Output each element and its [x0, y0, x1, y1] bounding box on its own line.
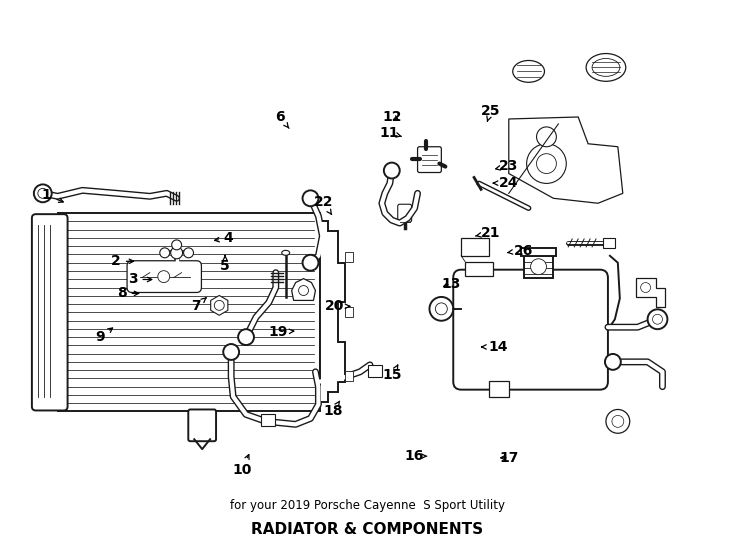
- Text: 16: 16: [404, 449, 427, 463]
- Circle shape: [302, 255, 319, 271]
- Circle shape: [158, 271, 170, 282]
- Text: 21: 21: [476, 226, 501, 240]
- Text: 15: 15: [382, 365, 402, 382]
- Bar: [461, 238, 489, 256]
- Circle shape: [641, 282, 650, 293]
- Circle shape: [605, 354, 621, 370]
- Text: 20: 20: [324, 299, 350, 313]
- Circle shape: [531, 259, 546, 275]
- Circle shape: [435, 303, 447, 315]
- Text: 25: 25: [481, 104, 501, 122]
- Bar: [489, 381, 509, 396]
- Circle shape: [647, 309, 667, 329]
- Text: 13: 13: [441, 277, 460, 291]
- Ellipse shape: [282, 251, 290, 255]
- Polygon shape: [291, 279, 316, 300]
- Text: for your 2019 Porsche Cayenne  S Sport Utility: for your 2019 Porsche Cayenne S Sport Ut…: [230, 499, 504, 512]
- FancyBboxPatch shape: [32, 214, 68, 410]
- Circle shape: [537, 127, 556, 147]
- Circle shape: [606, 409, 630, 433]
- Ellipse shape: [586, 53, 626, 82]
- Bar: [465, 262, 493, 275]
- Polygon shape: [509, 117, 623, 203]
- Text: 22: 22: [313, 195, 333, 214]
- Text: 11: 11: [379, 126, 401, 140]
- Text: 14: 14: [482, 340, 508, 354]
- Text: 12: 12: [382, 110, 402, 124]
- FancyBboxPatch shape: [454, 269, 608, 390]
- FancyBboxPatch shape: [398, 204, 412, 222]
- Bar: [345, 371, 353, 381]
- Text: 26: 26: [508, 244, 533, 258]
- Circle shape: [223, 344, 239, 360]
- Circle shape: [537, 154, 556, 173]
- Bar: [603, 238, 615, 248]
- Text: 19: 19: [269, 325, 294, 339]
- Text: 10: 10: [232, 455, 252, 477]
- Bar: [261, 414, 275, 427]
- Text: 2: 2: [111, 254, 134, 268]
- Circle shape: [429, 297, 454, 321]
- Bar: [345, 307, 353, 318]
- FancyBboxPatch shape: [189, 409, 216, 441]
- Text: 7: 7: [191, 298, 206, 313]
- Bar: [345, 252, 353, 262]
- Circle shape: [526, 144, 567, 184]
- Circle shape: [612, 415, 624, 427]
- Text: 6: 6: [275, 110, 289, 129]
- Text: 24: 24: [493, 176, 519, 190]
- Ellipse shape: [592, 58, 619, 76]
- FancyBboxPatch shape: [418, 147, 441, 172]
- Circle shape: [302, 191, 319, 206]
- Text: 18: 18: [323, 401, 343, 418]
- Text: 4: 4: [214, 231, 233, 245]
- Text: 17: 17: [499, 451, 519, 465]
- Polygon shape: [636, 278, 666, 307]
- Text: 23: 23: [495, 159, 519, 173]
- Circle shape: [299, 286, 308, 295]
- FancyBboxPatch shape: [127, 261, 201, 293]
- Circle shape: [34, 185, 51, 202]
- Circle shape: [38, 188, 48, 198]
- Circle shape: [214, 300, 224, 310]
- Circle shape: [171, 247, 183, 259]
- Circle shape: [184, 248, 194, 258]
- Text: 3: 3: [128, 273, 152, 287]
- Bar: [520, 248, 556, 256]
- Text: 1: 1: [42, 188, 63, 202]
- Text: 8: 8: [117, 286, 139, 300]
- Circle shape: [384, 163, 400, 178]
- Text: RADIATOR & COMPONENTS: RADIATOR & COMPONENTS: [251, 522, 483, 537]
- Circle shape: [160, 248, 170, 258]
- Text: 5: 5: [220, 255, 230, 273]
- Ellipse shape: [513, 60, 545, 82]
- Circle shape: [238, 329, 254, 345]
- Bar: [58, 213, 321, 411]
- Circle shape: [653, 314, 663, 324]
- Circle shape: [172, 240, 181, 250]
- Polygon shape: [321, 221, 345, 402]
- Bar: [523, 256, 553, 278]
- Bar: [368, 365, 382, 377]
- Text: 9: 9: [95, 328, 112, 345]
